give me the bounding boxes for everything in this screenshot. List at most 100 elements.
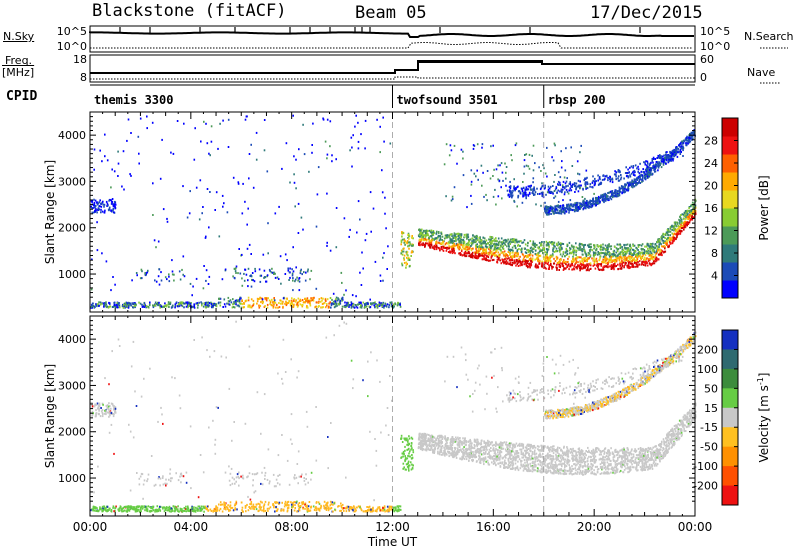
data-cell [221, 194, 224, 197]
data-cell [570, 203, 573, 206]
data-cell [450, 233, 453, 236]
data-cell [497, 256, 500, 259]
data-cell [681, 222, 684, 225]
data-cell [623, 190, 625, 193]
data-cell [632, 263, 634, 266]
data-cell [166, 217, 168, 220]
data-cell [195, 302, 197, 305]
data-cell [557, 183, 560, 186]
data-cell [211, 302, 214, 305]
data-cell [497, 241, 500, 244]
data-cell [574, 263, 576, 266]
data-cell [103, 211, 106, 214]
data-cell [579, 246, 582, 249]
data-cell [654, 254, 657, 257]
data-cell [583, 244, 586, 247]
data-cell [390, 305, 393, 308]
data-cell [555, 263, 558, 266]
data-cell [425, 232, 428, 235]
data-cell [287, 269, 290, 272]
data-cell [303, 301, 305, 304]
data-cell [140, 268, 143, 271]
data-cell [647, 247, 649, 250]
data-cell [538, 166, 540, 169]
data-cell [577, 172, 579, 175]
data-cell [322, 117, 324, 120]
data-cell [686, 216, 689, 219]
data-cell [478, 250, 480, 253]
data-cell [351, 294, 354, 297]
data-cell [629, 175, 632, 178]
data-cell [419, 244, 421, 247]
data-cell [311, 144, 313, 146]
data-cell [247, 207, 249, 210]
data-cell [567, 184, 569, 187]
data-cell [675, 147, 677, 150]
data-cell [611, 190, 613, 193]
data-cell [665, 151, 667, 154]
data-cell [618, 179, 621, 182]
data-cell [209, 154, 211, 157]
data-cell [297, 232, 300, 234]
data-cell [669, 242, 672, 245]
data-cell [238, 305, 241, 308]
data-cell [402, 231, 404, 234]
data-cell [393, 305, 395, 308]
data-cell [615, 260, 618, 263]
data-cell [669, 157, 672, 160]
data-cell [508, 193, 510, 196]
data-cell [269, 270, 271, 273]
data-cell [562, 253, 565, 256]
data-cell [139, 302, 142, 305]
data-cell [575, 261, 577, 264]
data-cell [571, 264, 574, 267]
data-cell [513, 261, 516, 264]
data-cell [532, 190, 534, 193]
data-cell [635, 261, 638, 264]
data-cell [160, 305, 163, 308]
data-cell [329, 297, 332, 299]
data-cell [512, 240, 515, 243]
data-cell [652, 165, 654, 168]
data-cell [656, 257, 658, 260]
data-cell [542, 248, 545, 251]
data-cell [343, 305, 346, 308]
data-cell [235, 265, 238, 268]
data-cell [497, 246, 499, 249]
data-cell [566, 177, 568, 180]
data-cell [355, 304, 358, 307]
data-cell [579, 151, 581, 154]
data-cell [641, 178, 644, 181]
data-cell [482, 255, 484, 258]
data-cell [451, 248, 453, 251]
data-cell [513, 259, 516, 262]
data-cell [355, 295, 357, 298]
frequency-panel-frame [89, 54, 696, 83]
data-cell [554, 188, 557, 191]
data-cell [532, 169, 535, 172]
data-cell [307, 301, 309, 304]
data-cell [495, 203, 497, 206]
data-cell [433, 247, 435, 250]
data-cell [622, 189, 625, 192]
data-cell [291, 272, 294, 275]
data-cell [527, 194, 530, 197]
data-cell [369, 298, 371, 301]
data-cell [153, 239, 156, 242]
data-cell [175, 301, 178, 304]
data-cell [261, 302, 264, 305]
data-cell [341, 281, 343, 284]
noise-sky-line [89, 31, 694, 38]
data-cell [636, 182, 638, 185]
data-cell [532, 240, 535, 243]
data-cell [641, 180, 643, 183]
data-cell [441, 239, 443, 241]
data-cell [285, 142, 288, 145]
data-cell [245, 273, 248, 276]
data-cell [620, 256, 623, 259]
data-cell [459, 253, 462, 256]
data-cell [505, 262, 508, 265]
data-cell [646, 172, 648, 175]
data-cell [117, 306, 119, 309]
data-cell [524, 193, 526, 196]
